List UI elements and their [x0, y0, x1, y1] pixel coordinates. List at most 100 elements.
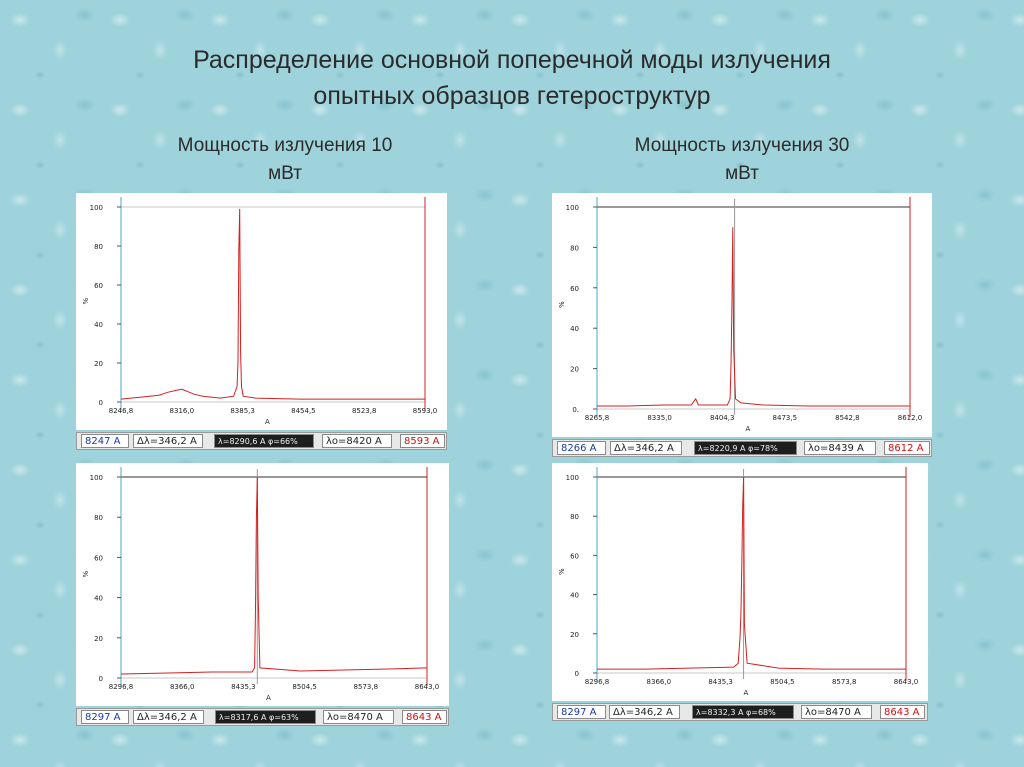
chart-panel-1: 0 20 40 60 80 100 8246,8 8316,0 8385,3 8454,5 8523… — [76, 193, 447, 450]
y-tick-label: 40 — [94, 595, 103, 603]
right-heading-line-1: Мощность излучения 30 — [634, 135, 850, 156]
range-width-field[interactable]: Δλ=346,2 A — [610, 441, 682, 455]
peak-readout-field[interactable]: λ=8332,3 A φ=68% — [692, 705, 794, 719]
right-heading: Мощность излучения 30 мВт — [572, 132, 912, 188]
peak-readout-field[interactable]: λ=8290,6 A φ=66% — [214, 434, 314, 448]
range-width-field[interactable]: Δλ=346,2 A — [133, 710, 204, 724]
y-tick-label: 0. — [572, 406, 579, 414]
right-wavelength-field[interactable]: 8612 A — [884, 441, 930, 455]
slide-title: Распределение основной поперечной моды и… — [0, 42, 1024, 114]
spectrum-svg: 0 20 40 60 80 100 8296,8 8366,0 8435,3 8504,5 8573… — [558, 467, 919, 697]
center-wavelength-field[interactable]: λo=8470 A — [801, 705, 872, 719]
plot-area: 0 20 40 60 80 100 8296,8 8366,0 8435,3 8504,5 8573… — [552, 463, 928, 701]
left-wavelength-field[interactable]: 8247 A — [81, 434, 129, 448]
y-tick-label: 80 — [94, 243, 103, 251]
spectrum-trace — [597, 227, 910, 407]
y-tick-label: 0 — [99, 399, 103, 407]
chart-panel-4: 0 20 40 60 80 100 8296,8 8366,0 8435,3 8504,5 8573… — [552, 463, 928, 721]
left-heading: Мощность излучения 10 мВт — [115, 132, 455, 188]
y-axis-label: % — [82, 571, 90, 578]
y-tick-label: 100 — [90, 204, 103, 212]
x-tick-label: 8643,0 — [415, 683, 440, 691]
x-tick-label: 8523,8 — [352, 407, 377, 415]
spectrum-svg: 0 20 40 60 80 100 8246,8 8316,0 8385,3 8454,5 8523… — [82, 197, 437, 426]
y-tick-label: 100 — [566, 204, 579, 212]
y-tick-label: 20 — [94, 635, 103, 643]
x-tick-label: 8473,5 — [773, 414, 798, 422]
spectrum-svg: 0 20 40 60 80 100 8296,8 8366,0 8435,3 8504,5 8573… — [82, 467, 440, 702]
y-tick-label: 0 — [99, 675, 103, 683]
plot-area: 0 20 40 60 80 100 8296,8 8366,0 8435,3 8504,5 8573… — [76, 463, 449, 706]
y-tick-label: 40 — [570, 325, 579, 333]
right-wavelength-field[interactable]: 8643 A — [402, 710, 447, 724]
y-tick-label: 80 — [570, 513, 579, 521]
center-wavelength-field[interactable]: λo=8439 A — [804, 441, 876, 455]
y-tick-label: 60 — [570, 285, 579, 293]
plot-frame — [596, 206, 911, 410]
x-tick-label: 8643,0 — [894, 678, 919, 686]
chart-panel-3: 0 20 40 60 80 100 8296,8 8366,0 8435,3 8504,5 8573… — [76, 463, 449, 726]
y-tick-label: 60 — [94, 554, 103, 562]
status-bar: 8266 A Δλ=346,2 A λ=8220,9 A φ=78% λo=8439 … — [552, 439, 932, 457]
x-tick-label: 8246,8 — [109, 407, 134, 415]
y-tick-label: 60 — [570, 552, 579, 560]
y-tick-label: 100 — [90, 474, 103, 482]
x-tick-label: 8366,0 — [170, 683, 195, 691]
x-tick-label: 8573,8 — [354, 683, 379, 691]
x-tick-label: 8504,5 — [770, 678, 795, 686]
x-axis-label: A — [266, 694, 271, 702]
x-tick-label: 8296,8 — [585, 678, 610, 686]
y-tick-label: 0 — [575, 670, 579, 678]
y-tick-label: 40 — [570, 592, 579, 600]
right-heading-line-2: мВт — [725, 163, 759, 184]
y-tick-label: 20 — [570, 631, 579, 639]
y-tick-label: 100 — [566, 474, 579, 482]
x-axis-label: A — [265, 418, 270, 426]
spectrum-svg: 0. 20 40 60 80 100 8265,8 8335,0 8404,3 8473,5 854… — [558, 197, 923, 433]
status-bar: 8297 A Δλ=346,2 A λ=8317,6 A φ=63% λo=8470 … — [76, 708, 449, 726]
y-tick-label: 20 — [94, 360, 103, 368]
left-heading-line-1: Мощность излучения 10 — [177, 135, 393, 156]
left-wavelength-field[interactable]: 8266 A — [557, 441, 606, 455]
x-tick-label: 8265,8 — [585, 414, 610, 422]
y-axis-label: % — [558, 301, 566, 308]
plot-frame — [120, 476, 428, 679]
x-tick-label: 8385,3 — [230, 407, 255, 415]
spectrum-trace — [120, 476, 428, 675]
range-width-field[interactable]: Δλ=346,2 A — [609, 705, 680, 719]
center-wavelength-field[interactable]: λo=8470 A — [323, 710, 394, 724]
range-width-field[interactable]: Δλ=346,2 A — [133, 434, 203, 448]
x-tick-label: 8316,0 — [170, 407, 195, 415]
peak-readout-field[interactable]: λ=8220,9 A φ=78% — [694, 441, 797, 455]
x-tick-label: 8573,8 — [832, 678, 857, 686]
plot-frame — [596, 476, 907, 674]
y-tick-label: 80 — [570, 244, 579, 252]
y-tick-label: 20 — [570, 366, 579, 374]
y-tick-label: 40 — [94, 321, 103, 329]
x-tick-label: 8612,0 — [898, 414, 923, 422]
x-tick-label: 8435,3 — [231, 683, 256, 691]
x-tick-label: 8454,5 — [291, 407, 316, 415]
spectrum-trace — [597, 476, 906, 670]
y-tick-label: 60 — [94, 282, 103, 290]
x-tick-label: 8296,8 — [109, 683, 134, 691]
status-bar: 8297 A Δλ=346,2 A λ=8332,3 A φ=68% λo=8470 … — [552, 703, 928, 721]
right-wavelength-field[interactable]: 8643 A — [880, 705, 925, 719]
left-wavelength-field[interactable]: 8297 A — [557, 705, 606, 719]
peak-readout-field[interactable]: λ=8317,6 A φ=63% — [215, 710, 316, 724]
title-line-1: Распределение основной поперечной моды и… — [193, 46, 831, 74]
spectrum-trace — [120, 208, 425, 400]
x-tick-label: 8504,5 — [292, 683, 317, 691]
y-axis-label: % — [558, 568, 566, 575]
y-tick-label: 80 — [94, 514, 103, 522]
title-line-2: опытных образцов гетероструктур — [313, 82, 711, 110]
x-tick-label: 8335,0 — [647, 414, 672, 422]
x-tick-label: 8542,8 — [835, 414, 860, 422]
right-wavelength-field[interactable]: 8593 A — [400, 434, 445, 448]
x-tick-label: 8435,3 — [708, 678, 733, 686]
left-wavelength-field[interactable]: 8297 A — [81, 710, 129, 724]
status-bar: 8247 A Δλ=346,2 A λ=8290,6 A φ=66% λo=8420 … — [76, 432, 447, 450]
x-axis-label: A — [746, 425, 751, 433]
center-wavelength-field[interactable]: λo=8420 A — [322, 434, 392, 448]
x-tick-label: 8366,0 — [647, 678, 672, 686]
